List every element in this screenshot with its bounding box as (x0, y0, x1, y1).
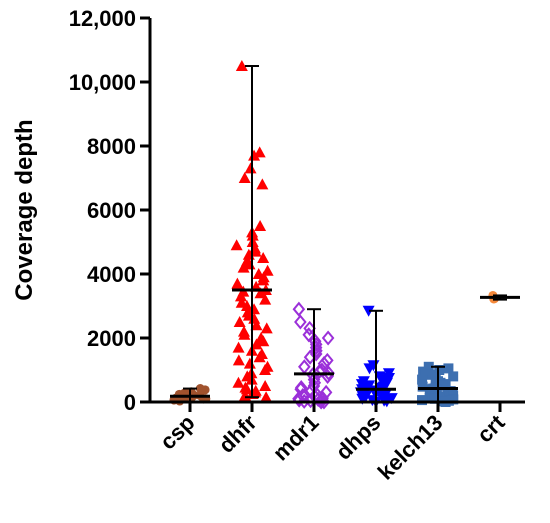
data-point (259, 380, 272, 391)
data-point (297, 393, 311, 409)
data-point (314, 394, 328, 410)
y-tick-label: 2000 (87, 326, 136, 351)
data-point (260, 322, 273, 334)
data-point (317, 356, 331, 372)
data-point (195, 384, 205, 394)
y-tick-label: 0 (124, 390, 136, 415)
data-point (417, 381, 428, 392)
x-category-label: csp (155, 410, 199, 454)
data-point (253, 351, 266, 363)
data-point (259, 364, 272, 375)
data-point (240, 383, 253, 395)
data-point (434, 365, 445, 375)
data-point (237, 261, 250, 273)
data-point (230, 239, 243, 251)
data-point (437, 380, 448, 391)
plot-whiskers (170, 65, 520, 403)
data-point (256, 178, 269, 190)
data-point (309, 346, 323, 362)
data-point (250, 338, 263, 350)
data-point (240, 300, 253, 311)
data-point (243, 357, 256, 369)
y-axis-title: Coverage depth (11, 119, 38, 300)
data-point (420, 368, 431, 379)
data-point (238, 172, 251, 183)
y-tick-label: 12,000 (69, 6, 136, 31)
data-point (363, 363, 376, 375)
data-point (260, 391, 273, 403)
data-point (429, 393, 440, 404)
data-point (317, 394, 331, 410)
data-point (303, 320, 316, 336)
data-point (302, 327, 316, 343)
data-point (448, 371, 459, 382)
data-point (231, 277, 244, 289)
data-point (321, 330, 335, 346)
data-point (250, 319, 263, 331)
data-point (356, 393, 369, 405)
data-point (309, 336, 323, 352)
data-point (254, 220, 267, 231)
data-point (235, 60, 248, 71)
x-category-label: dhps (331, 410, 386, 465)
x-category-label: dhfr (214, 410, 262, 458)
data-point (425, 369, 436, 380)
x-category-label: kelch13 (373, 410, 448, 485)
data-point (376, 374, 389, 386)
data-point (423, 361, 434, 372)
x-category-label: crt (472, 409, 510, 447)
data-point (259, 293, 272, 305)
data-point (232, 341, 245, 353)
data-point (257, 252, 270, 263)
data-point (232, 354, 245, 366)
data-point (417, 395, 428, 406)
y-axis-ticks: 0 2000 4000 6000 8000 10,000 12,000 (69, 6, 150, 415)
data-point (417, 374, 428, 385)
data-point (312, 364, 326, 380)
y-tick-label: 8000 (87, 134, 136, 159)
data-point (443, 363, 454, 374)
data-point (233, 316, 246, 327)
data-point (238, 328, 251, 340)
plot-marks (169, 60, 499, 410)
y-tick-label: 10,000 (69, 70, 136, 95)
x-category-label: mdr1 (268, 410, 324, 466)
data-point (257, 335, 270, 347)
data-point (234, 290, 247, 302)
data-point (309, 340, 323, 356)
data-point (294, 314, 307, 330)
data-point (424, 393, 435, 404)
data-point (244, 162, 257, 174)
y-tick-label: 4000 (87, 262, 136, 287)
data-point (254, 287, 267, 299)
data-point (322, 365, 335, 381)
data-point (442, 389, 453, 400)
data-point (232, 376, 245, 388)
y-tick-label: 6000 (87, 198, 136, 223)
data-point (257, 274, 270, 286)
data-point (362, 305, 375, 317)
data-point (298, 359, 311, 375)
data-point (292, 301, 306, 317)
